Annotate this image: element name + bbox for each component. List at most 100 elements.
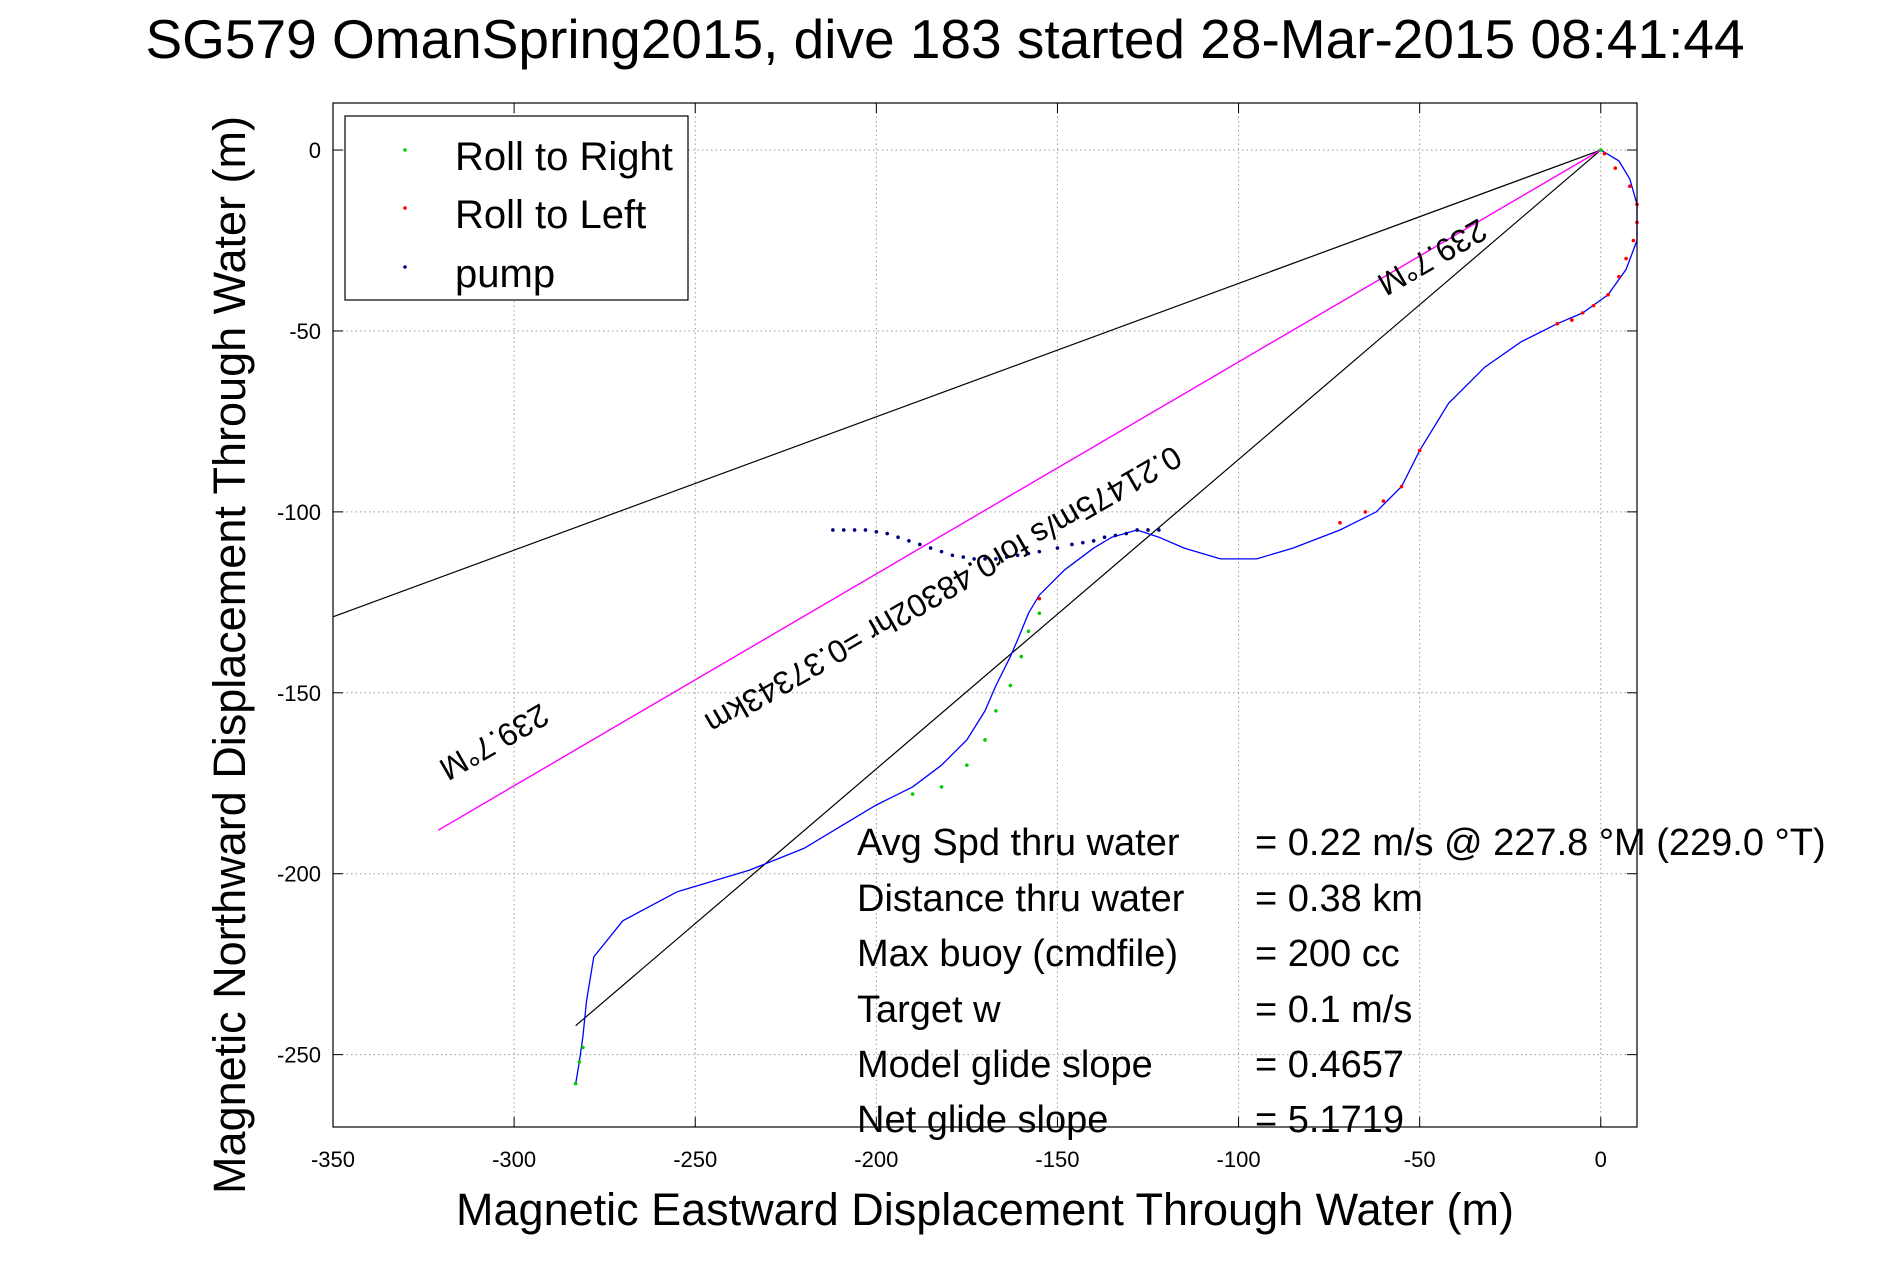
legend-label-pump: pump	[455, 252, 555, 296]
bracket-line	[575, 149, 1602, 1027]
reference-lines	[332, 149, 1602, 1027]
roll-left-marker	[1338, 520, 1342, 525]
roll-right-marker	[965, 763, 969, 767]
stat-value-max-buoy: = 200 cc	[1255, 933, 1400, 975]
x-tick-label: -50	[1404, 1147, 1436, 1172]
stat-label-target-w: Target w	[857, 989, 1001, 1031]
pump-marker	[831, 528, 835, 532]
legend: Roll to Right Roll to Left pump	[344, 115, 689, 301]
pump-marker	[1004, 555, 1009, 559]
roll-left-marker	[1602, 151, 1607, 156]
y-tick-label: -200	[277, 862, 321, 887]
legend-marker-roll-right	[403, 148, 407, 152]
pump-marker	[983, 557, 987, 561]
stat-label-model-glide-slope: Model glide slope	[857, 1044, 1153, 1086]
axis-ticks: -350 -300 -250 -200 -150 -100 -50 0 0 -50 -100 -150…	[277, 103, 1637, 1172]
roll-left-marker	[1555, 321, 1560, 326]
roll-left-marker	[1617, 274, 1621, 279]
y-tick-label: -250	[277, 1043, 321, 1068]
stat-label-max-buoy: Max buoy (cmdfile)	[857, 933, 1178, 975]
pump-marker	[1091, 539, 1096, 543]
legend-label-roll-left: Roll to Left	[455, 193, 646, 237]
pump-marker	[928, 546, 933, 550]
x-tick-label: -100	[1217, 1147, 1261, 1172]
pump-marker	[1102, 535, 1107, 540]
bracket-line	[332, 149, 1601, 618]
stat-value-avg-speed: = 0.22 m/s @ 227.8 °M (229.0 °T)	[1255, 822, 1826, 864]
pump-marker	[863, 528, 868, 532]
roll-right-marker	[581, 1045, 585, 1050]
roll-right-marker	[1598, 148, 1603, 152]
roll-left-marker	[1570, 318, 1574, 322]
roll-left-marker	[1606, 292, 1610, 297]
stat-value-distance: = 0.38 km	[1255, 878, 1423, 920]
pump-marker	[939, 549, 944, 554]
x-tick-label: -300	[492, 1147, 536, 1172]
roll-left-marker	[1037, 596, 1042, 601]
plot-area-frame	[332, 102, 1638, 1128]
pump-marker	[1070, 542, 1074, 547]
pump-marker	[1113, 533, 1118, 538]
stat-label-distance: Distance thru water	[857, 878, 1185, 920]
roll-left-marker	[1613, 166, 1618, 170]
roll-left-marker	[1580, 311, 1585, 315]
roll-left-marker	[1399, 484, 1404, 489]
legend-marker-pump	[403, 265, 407, 269]
roll-right-marker	[1008, 683, 1013, 688]
stat-value-net-glide-slope: = 5.1719	[1255, 1099, 1404, 1141]
x-tick-label: -350	[311, 1147, 355, 1172]
y-tick-label: 0	[309, 138, 321, 163]
pump-marker	[1026, 551, 1031, 556]
pump-marker	[918, 542, 922, 547]
chart-title: SG579 OmanSpring2015, dive 183 started 2…	[145, 8, 1744, 70]
roll-left-marker	[1417, 448, 1422, 453]
pump-marker	[907, 539, 911, 543]
roll-left-marker	[1363, 510, 1368, 514]
x-tick-label: -200	[854, 1147, 898, 1172]
roll-left-marker	[1627, 184, 1632, 189]
stats-block: Avg Spd thru water = 0.22 m/s @ 227.8 °M…	[857, 822, 1826, 1141]
pump-marker	[1037, 549, 1042, 554]
pump-marker	[972, 557, 976, 561]
stat-label-net-glide-slope: Net glide slope	[857, 1099, 1108, 1141]
x-tick-label: -150	[1035, 1147, 1079, 1172]
x-tick-label: -250	[673, 1147, 717, 1172]
roll-right-marker	[577, 1060, 582, 1064]
x-axis-label: Magnetic Eastward Displacement Through W…	[456, 1184, 1514, 1235]
pump-marker	[1146, 528, 1150, 532]
y-tick-label: -100	[277, 500, 321, 525]
y-tick-label: -150	[277, 681, 321, 706]
pump-marker	[874, 529, 879, 534]
roll-right-marker	[1037, 611, 1042, 615]
legend-box	[344, 115, 689, 301]
heading-line	[437, 149, 1602, 831]
roll-right-marker	[983, 738, 987, 742]
stat-value-target-w: = 0.1 m/s	[1255, 989, 1412, 1031]
pump-marker	[841, 528, 846, 532]
x-tick-label: 0	[1595, 1147, 1607, 1172]
pump-marker	[1015, 553, 1020, 558]
stat-value-model-glide-slope: = 0.4657	[1255, 1044, 1404, 1086]
y-tick-label: -50	[289, 319, 321, 344]
annotation-0: 239.7°M	[434, 697, 556, 788]
pump-marker	[950, 553, 955, 558]
annotation-1: 0.21475m/s for0.48302hr =0.37343km	[699, 439, 1188, 742]
stat-label-avg-speed: Avg Spd thru water	[857, 822, 1180, 864]
roll-right-marker	[1019, 654, 1024, 659]
roll-left-marker	[1591, 303, 1596, 308]
markers	[573, 148, 1639, 1086]
roll-right-marker	[910, 792, 915, 796]
track-line	[575, 149, 1638, 1084]
roll-right-marker	[994, 709, 998, 713]
roll-right-marker	[939, 785, 944, 789]
roll-left-marker	[1631, 238, 1636, 243]
roll-left-marker	[1624, 256, 1628, 261]
pump-marker	[1157, 528, 1161, 532]
legend-label-roll-right: Roll to Right	[455, 135, 673, 179]
track	[575, 149, 1638, 1084]
roll-right-marker	[573, 1081, 578, 1086]
pump-marker	[994, 557, 998, 561]
pump-marker	[1055, 546, 1060, 550]
pump-marker	[1081, 540, 1085, 545]
